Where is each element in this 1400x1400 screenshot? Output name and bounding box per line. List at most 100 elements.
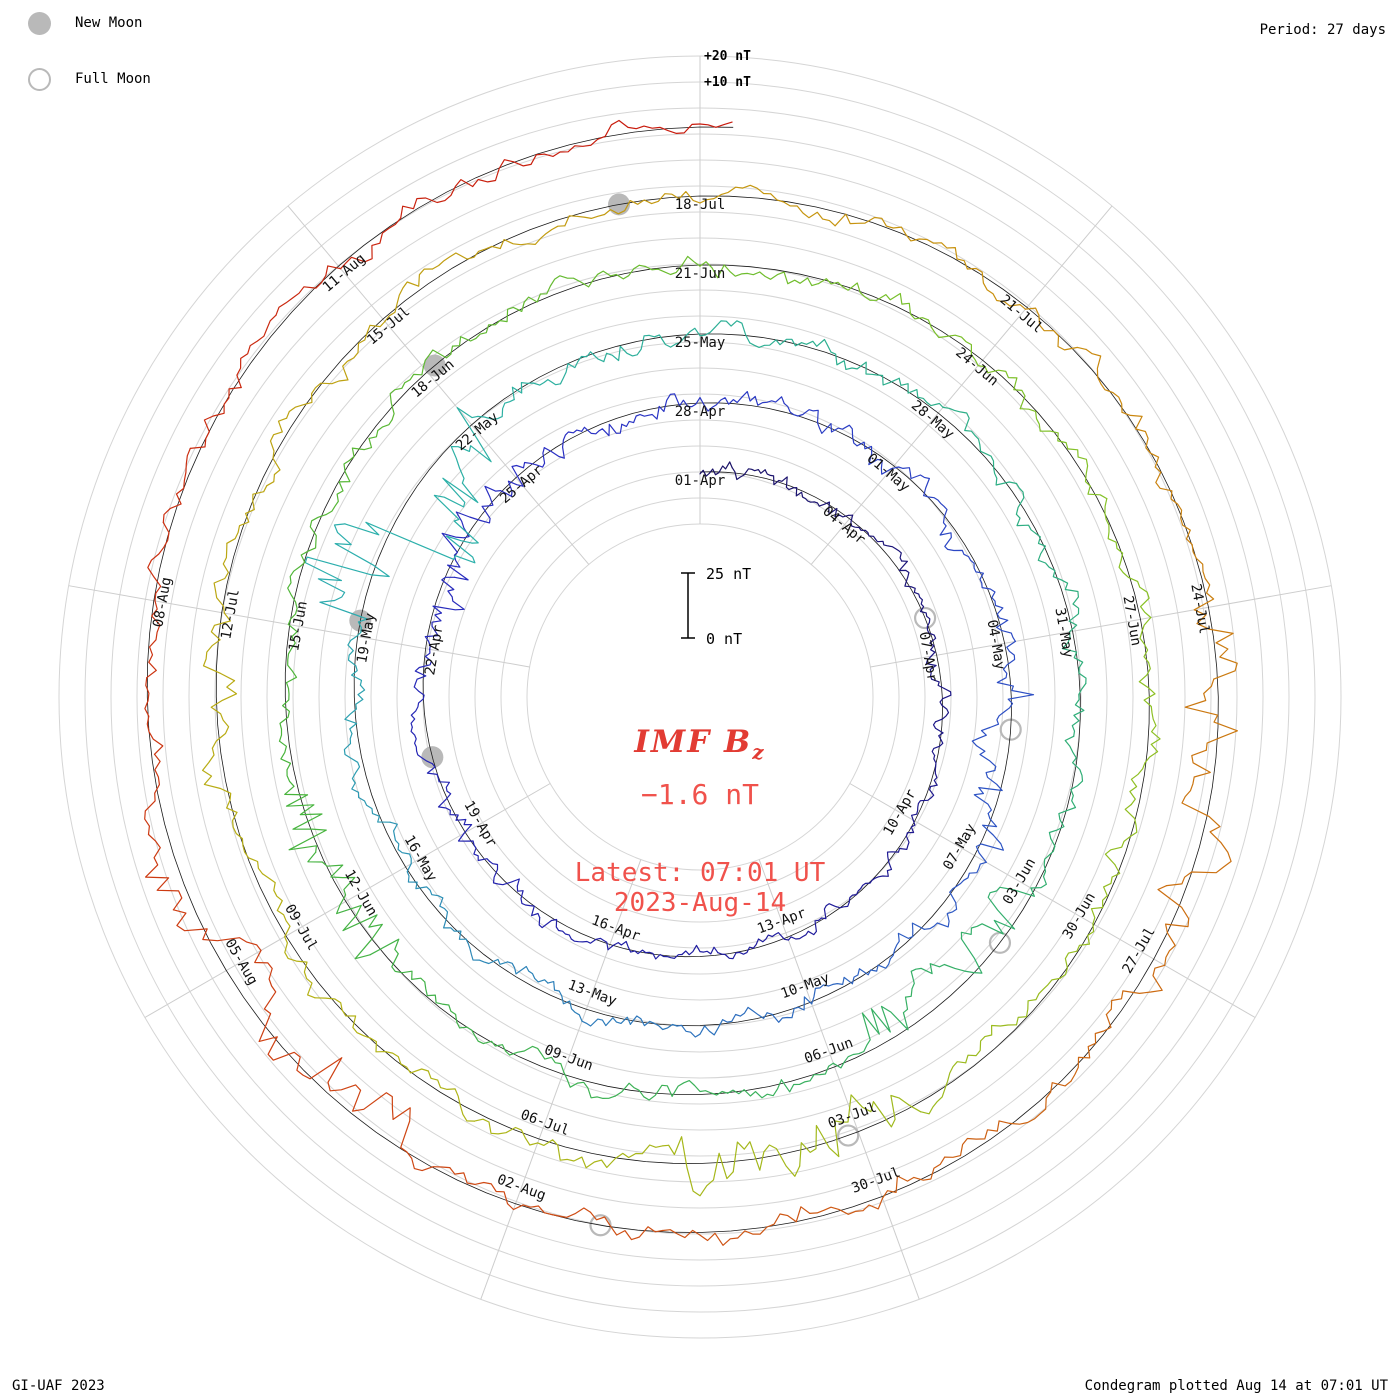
date-label: 07-Apr: [916, 631, 941, 684]
trace-segment: [406, 863, 444, 899]
full-moon-marker: [913, 606, 937, 630]
trace-segment: [499, 225, 566, 250]
chart-title: IMF Bz: [0, 724, 1400, 764]
trace-segment: [369, 938, 426, 983]
credit-label: GI-UAF 2023: [12, 1378, 105, 1394]
trace-segment: [817, 278, 878, 301]
trace-segment: [285, 794, 327, 853]
trace-segment: [389, 821, 412, 865]
trace-segment: [1035, 532, 1062, 581]
date-label: 01-Apr: [675, 473, 726, 489]
trace-segment: [1030, 838, 1056, 889]
trace-segment: [410, 686, 425, 728]
trace-segment: [911, 789, 935, 821]
trace-segment: [422, 336, 477, 368]
trace-segment: [285, 623, 298, 684]
date-label: 25-Apr: [497, 462, 546, 507]
trace-segment: [1071, 682, 1087, 737]
trace-segment: [971, 726, 997, 772]
trace-segment: [699, 396, 743, 412]
trace-segment: [926, 621, 937, 657]
trace-segment: [570, 937, 609, 951]
trace-segment: [1104, 803, 1138, 866]
trace-segment: [856, 441, 893, 475]
trace-segment: [1104, 498, 1124, 561]
trace-segment: [898, 560, 916, 593]
trace-segment: [819, 423, 858, 447]
latest-value: −1.6 nT: [640, 778, 759, 811]
trace-segment: [931, 721, 944, 757]
trace-segment: [286, 379, 349, 419]
trace-segment: [645, 951, 683, 960]
trace-segment: [809, 1197, 884, 1215]
grid-spoke: [144, 783, 551, 1018]
date-label: 28-Apr: [675, 404, 726, 420]
trace-segment: [752, 932, 790, 949]
trace-segment: [340, 217, 402, 270]
trace-segment: [874, 851, 900, 879]
trace-segment: [232, 811, 264, 875]
trace-segment: [392, 1107, 451, 1172]
trace-segment: [942, 406, 981, 446]
trace-segment: [278, 740, 309, 796]
trace-segment: [979, 444, 1018, 486]
chart-title-subscript: z: [752, 740, 766, 765]
period-label: Period: 27 days: [1259, 22, 1386, 38]
trace-segment: [299, 514, 327, 568]
trace-segment: [944, 1120, 1011, 1158]
trace-segment: [427, 1070, 476, 1122]
trace-segment: [699, 261, 761, 279]
trace-segment: [581, 423, 623, 437]
trace-segment: [973, 562, 996, 602]
date-label: 27-Jul: [1120, 925, 1159, 977]
trace-segment: [913, 591, 931, 624]
trace-segment: [874, 538, 903, 562]
trace-segment: [1019, 408, 1069, 450]
date-label: 18-Jul: [675, 197, 726, 213]
trace-segment: [400, 179, 474, 219]
trace-segment: [1064, 735, 1084, 791]
trace-segment: [437, 799, 473, 834]
date-label: 11-Aug: [320, 251, 369, 296]
trace-segment: [210, 680, 238, 749]
trace-segment: [783, 402, 821, 429]
trace-segment: [722, 1006, 768, 1023]
trace-segment: [475, 301, 525, 339]
trace-segment: [144, 677, 164, 755]
trace-segment: [834, 213, 907, 236]
trace-segment: [1085, 348, 1123, 413]
trace-segment: [929, 754, 938, 791]
trace-segment: [433, 477, 479, 544]
trace-segment: [287, 566, 301, 625]
trace-segment: [509, 1045, 565, 1073]
trace-segment: [658, 393, 701, 413]
trace-segment: [1015, 977, 1061, 1026]
date-label: 06-Jun: [802, 1035, 855, 1067]
trace-segment: [1105, 964, 1166, 1016]
trace-segment: [424, 981, 461, 1029]
trace-segment: [314, 997, 372, 1039]
trace-segment: [910, 963, 966, 990]
trace-segment: [145, 833, 183, 911]
trace-segment: [589, 1211, 664, 1241]
trace-segment: [681, 944, 719, 956]
trace-segment: [202, 747, 238, 813]
trace-segment: [780, 1062, 834, 1093]
date-labels: 01-Apr 28-Apr 25-May 21-Jun 18-Jul 04-Apr 01-M…: [150, 197, 1212, 1204]
trace-segment: [966, 267, 1026, 310]
trace-segment: [537, 1139, 603, 1169]
trace-segment: [1157, 885, 1190, 966]
full-moon-label: Full Moon: [75, 71, 151, 87]
trace-segment: [965, 1024, 1018, 1064]
grid-spoke: [810, 205, 1113, 565]
trace-segment: [668, 1136, 734, 1197]
trace-segment: [559, 351, 605, 385]
trace-segment: [1193, 609, 1238, 680]
trace-segment: [801, 338, 847, 370]
trace-segment: [1129, 743, 1159, 806]
trace-segment: [1067, 448, 1108, 500]
trace-segment: [1009, 1080, 1072, 1125]
trace-segment: [426, 763, 452, 801]
trace-segment: [581, 1016, 631, 1027]
